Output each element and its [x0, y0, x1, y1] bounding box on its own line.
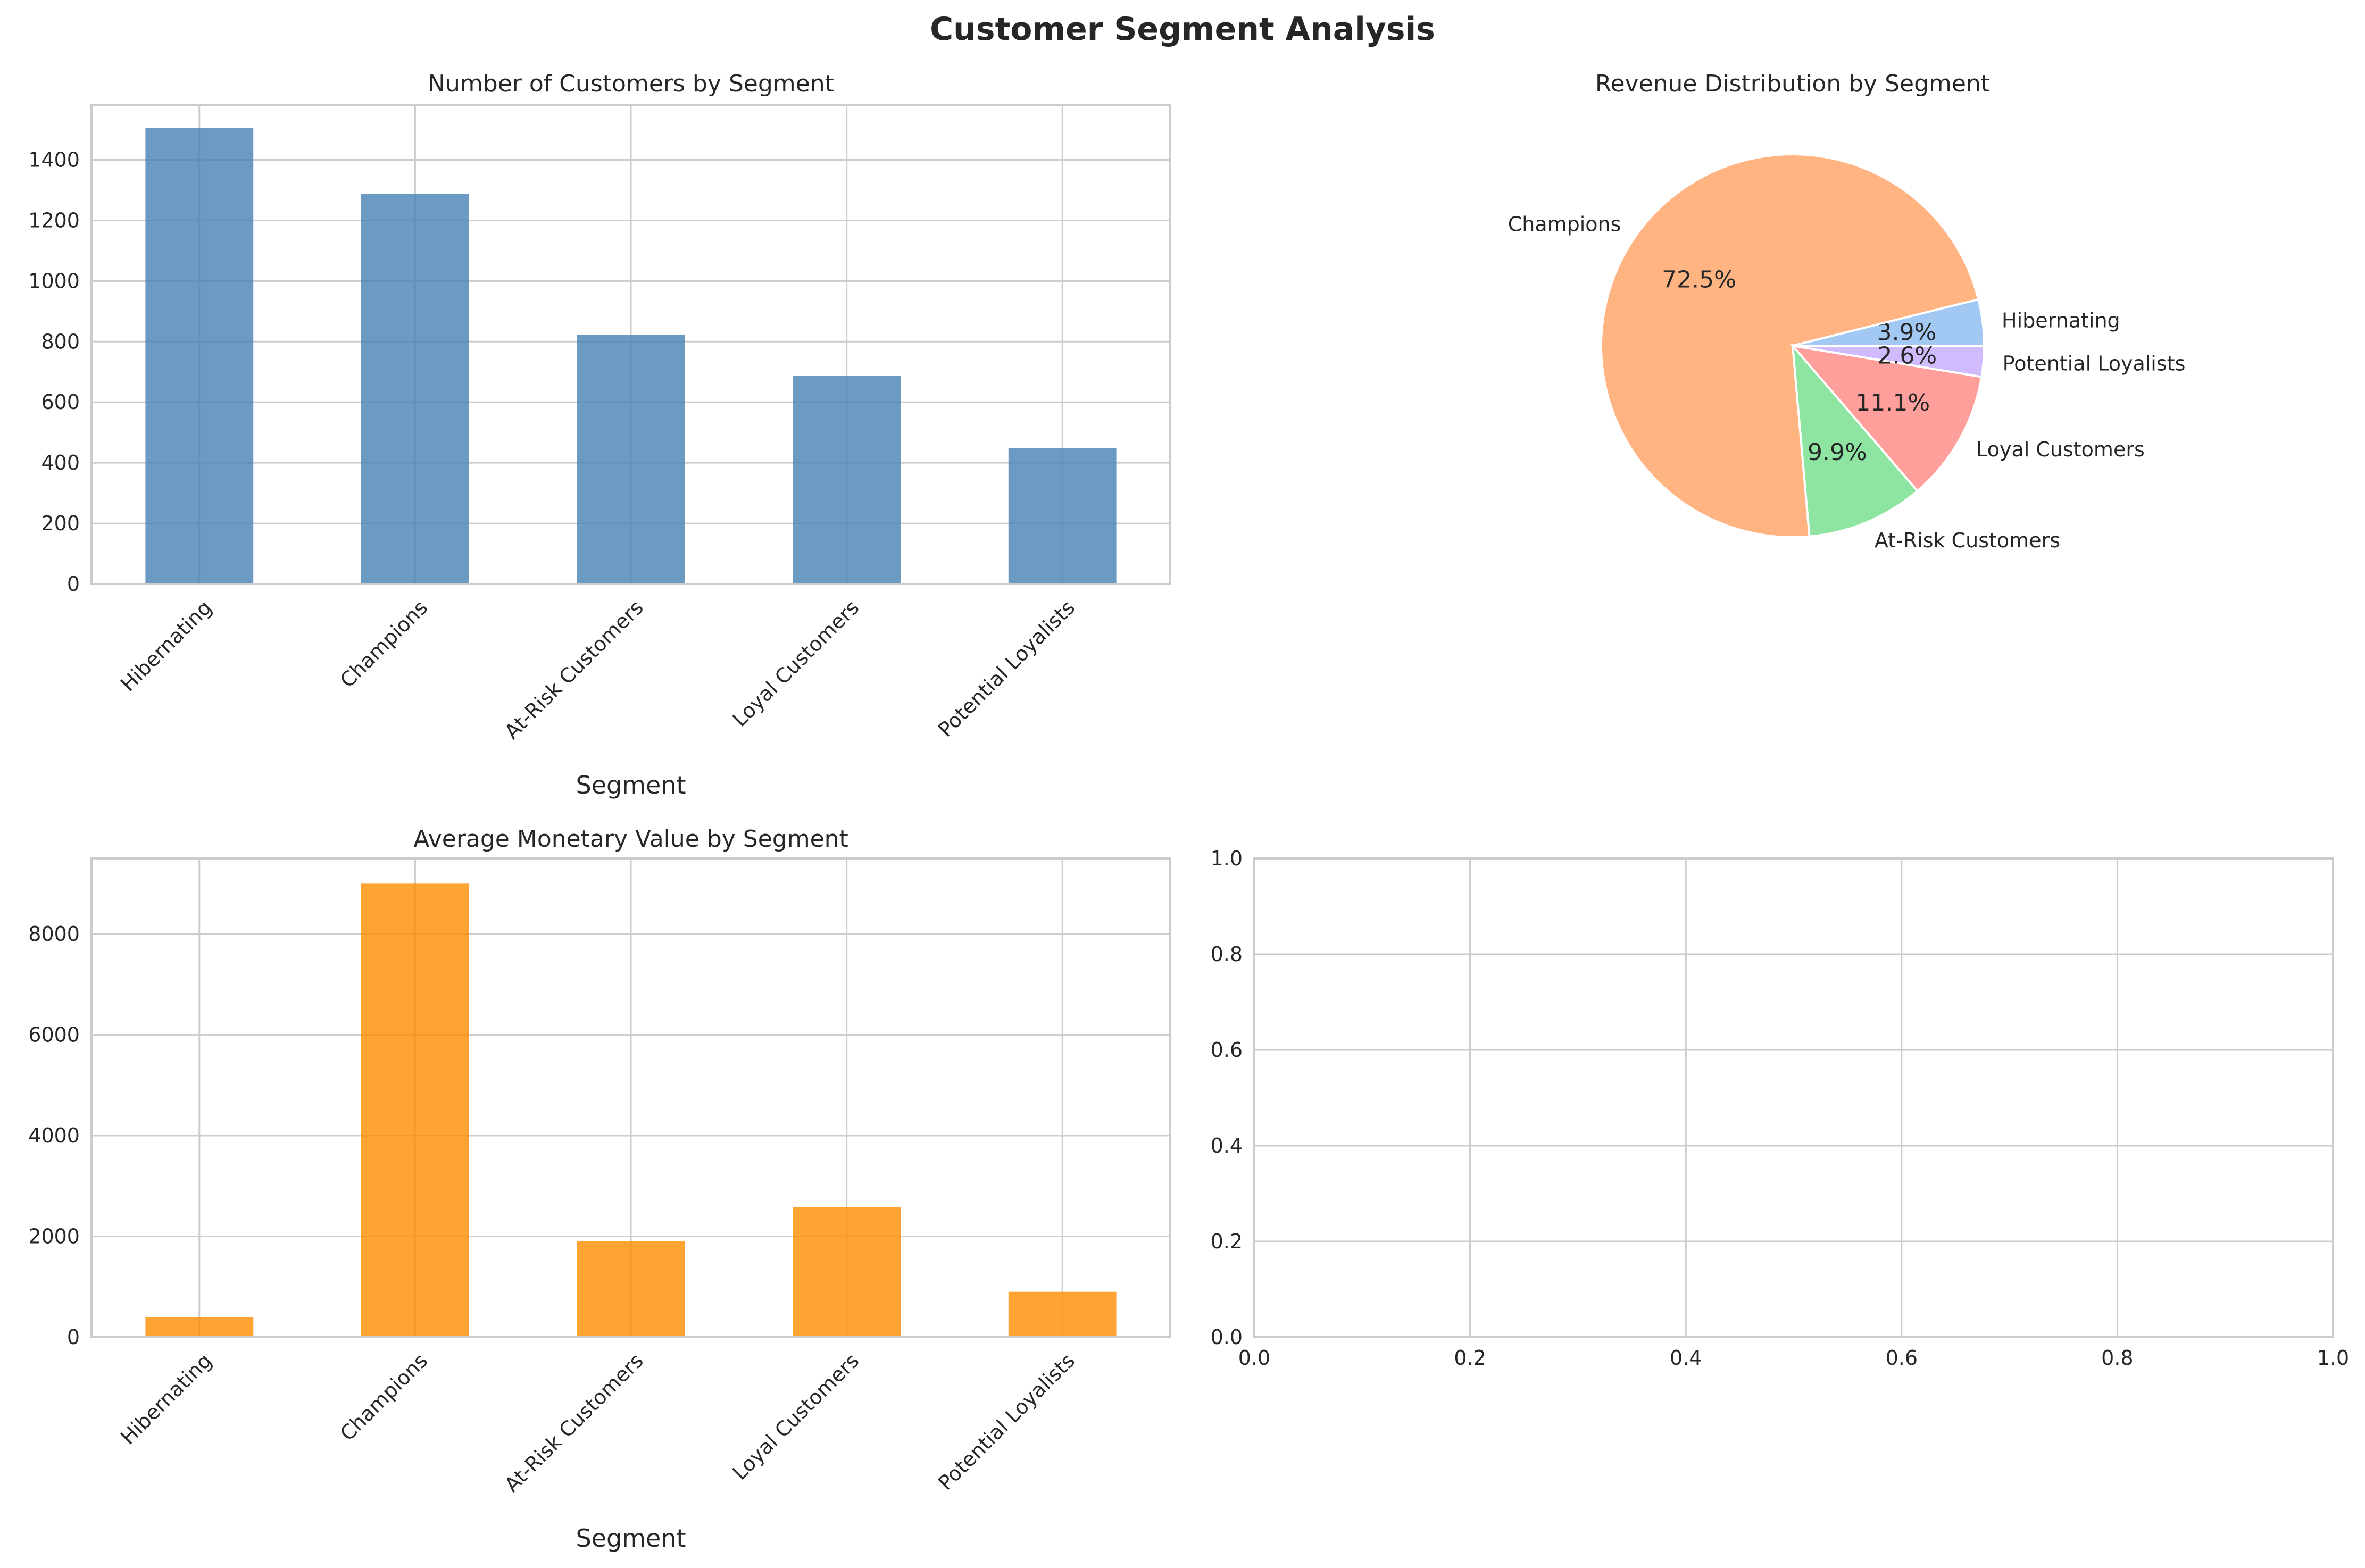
bar-customers-loyal-customers — [793, 376, 901, 584]
pie-pct-label-potential-loyalists: 2.6% — [1877, 343, 1937, 370]
y-tick-label-empty: 1.0 — [1211, 847, 1243, 870]
figure-title: Customer Segment Analysis — [930, 11, 1435, 48]
y-tick-label-empty: 0.2 — [1211, 1230, 1243, 1253]
bar-customers-potential-loyalists — [1008, 448, 1117, 584]
y-tick-label-monetary: 4000 — [28, 1124, 80, 1147]
bar-customers-hibernating — [145, 128, 254, 585]
pie-pct-label-hibernating: 3.9% — [1877, 319, 1936, 346]
chart-title-customers: Number of Customers by Segment — [428, 70, 834, 97]
x-tick-label-customers: Potential Loyalists — [934, 596, 1079, 741]
x-tick-label-empty: 0.0 — [1238, 1346, 1270, 1370]
x-tick-label-monetary: Hibernating — [116, 1349, 216, 1449]
x-axis-label-customers: Segment — [576, 771, 686, 799]
y-tick-label-customers: 600 — [41, 390, 80, 414]
pie-label-champions: Champions — [1508, 212, 1621, 236]
axes-frame-customers — [90, 104, 1171, 585]
pie-label-hibernating: Hibernating — [2002, 309, 2120, 332]
y-tick-label-customers: 200 — [41, 512, 80, 535]
pie-slice-potential-loyalists — [1792, 345, 1986, 378]
bar-monetary-hibernating — [145, 1317, 254, 1337]
y-tick-label-monetary: 2000 — [28, 1225, 80, 1248]
pie-slice-champions — [1600, 153, 1980, 539]
pie-slice-loyal-customers — [1789, 344, 1983, 493]
bar-monetary-loyal-customers — [793, 1207, 901, 1337]
y-tick-label-empty: 0.6 — [1211, 1038, 1243, 1062]
plot-area-empty — [1254, 858, 2333, 1337]
chart-title-revenue: Revenue Distribution by Segment — [1595, 70, 1990, 97]
y-tick-label-empty: 0.0 — [1211, 1325, 1243, 1349]
y-tick-label-empty: 0.4 — [1211, 1134, 1243, 1157]
y-tick-label-monetary: 8000 — [28, 922, 80, 946]
x-tick-label-empty: 0.6 — [1886, 1346, 1918, 1370]
y-tick-label-customers: 1200 — [28, 208, 80, 232]
chart-title-monetary: Average Monetary Value by Segment — [413, 825, 848, 853]
x-tick-label-monetary: Champions — [336, 1349, 432, 1446]
pie-pct-label-at-risk-customers: 9.9% — [1808, 439, 1867, 466]
x-tick-label-monetary: Potential Loyalists — [934, 1349, 1079, 1495]
y-tick-label-customers: 800 — [41, 330, 80, 353]
x-tick-label-empty: 0.8 — [2101, 1346, 2133, 1370]
y-tick-label-customers: 400 — [41, 451, 80, 474]
bar-monetary-champions — [361, 883, 469, 1337]
x-axis-label-monetary: Segment — [576, 1524, 686, 1553]
x-tick-label-customers: Champions — [336, 596, 432, 693]
bar-monetary-potential-loyalists — [1008, 1291, 1117, 1337]
x-tick-label-empty: 0.4 — [1670, 1346, 1702, 1370]
pie-label-at-risk-customers: At-Risk Customers — [1875, 529, 2060, 552]
bar-customers-at-risk-customers — [577, 335, 685, 584]
bar-monetary-at-risk-customers — [577, 1241, 685, 1337]
axes-frame-monetary — [90, 857, 1171, 1338]
pie-pct-label-champions: 72.5% — [1662, 266, 1736, 294]
x-tick-label-empty: 0.2 — [1454, 1346, 1486, 1370]
pie-slice-at-risk-customers — [1791, 342, 1919, 538]
x-tick-label-customers: Hibernating — [116, 596, 216, 696]
pie-label-potential-loyalists: Potential Loyalists — [2003, 352, 2186, 375]
y-tick-label-customers: 1400 — [28, 148, 80, 172]
bar-customers-champions — [361, 194, 469, 584]
x-tick-label-customers: Loyal Customers — [728, 596, 864, 731]
x-tick-label-monetary: At-Risk Customers — [500, 1349, 648, 1497]
pie-pct-label-loyal-customers: 11.1% — [1855, 389, 1930, 416]
x-tick-label-empty: 1.0 — [2317, 1346, 2349, 1370]
y-tick-label-monetary: 6000 — [28, 1023, 80, 1047]
y-tick-label-monetary: 0 — [67, 1325, 80, 1349]
x-tick-label-monetary: Loyal Customers — [728, 1349, 864, 1484]
axes-frame-empty — [1253, 857, 2334, 1338]
pie-label-loyal-customers: Loyal Customers — [1976, 438, 2145, 461]
y-tick-label-customers: 0 — [67, 572, 80, 596]
y-tick-label-empty: 0.8 — [1211, 943, 1243, 966]
y-tick-label-customers: 1000 — [28, 269, 80, 293]
x-tick-label-customers: At-Risk Customers — [500, 596, 648, 744]
